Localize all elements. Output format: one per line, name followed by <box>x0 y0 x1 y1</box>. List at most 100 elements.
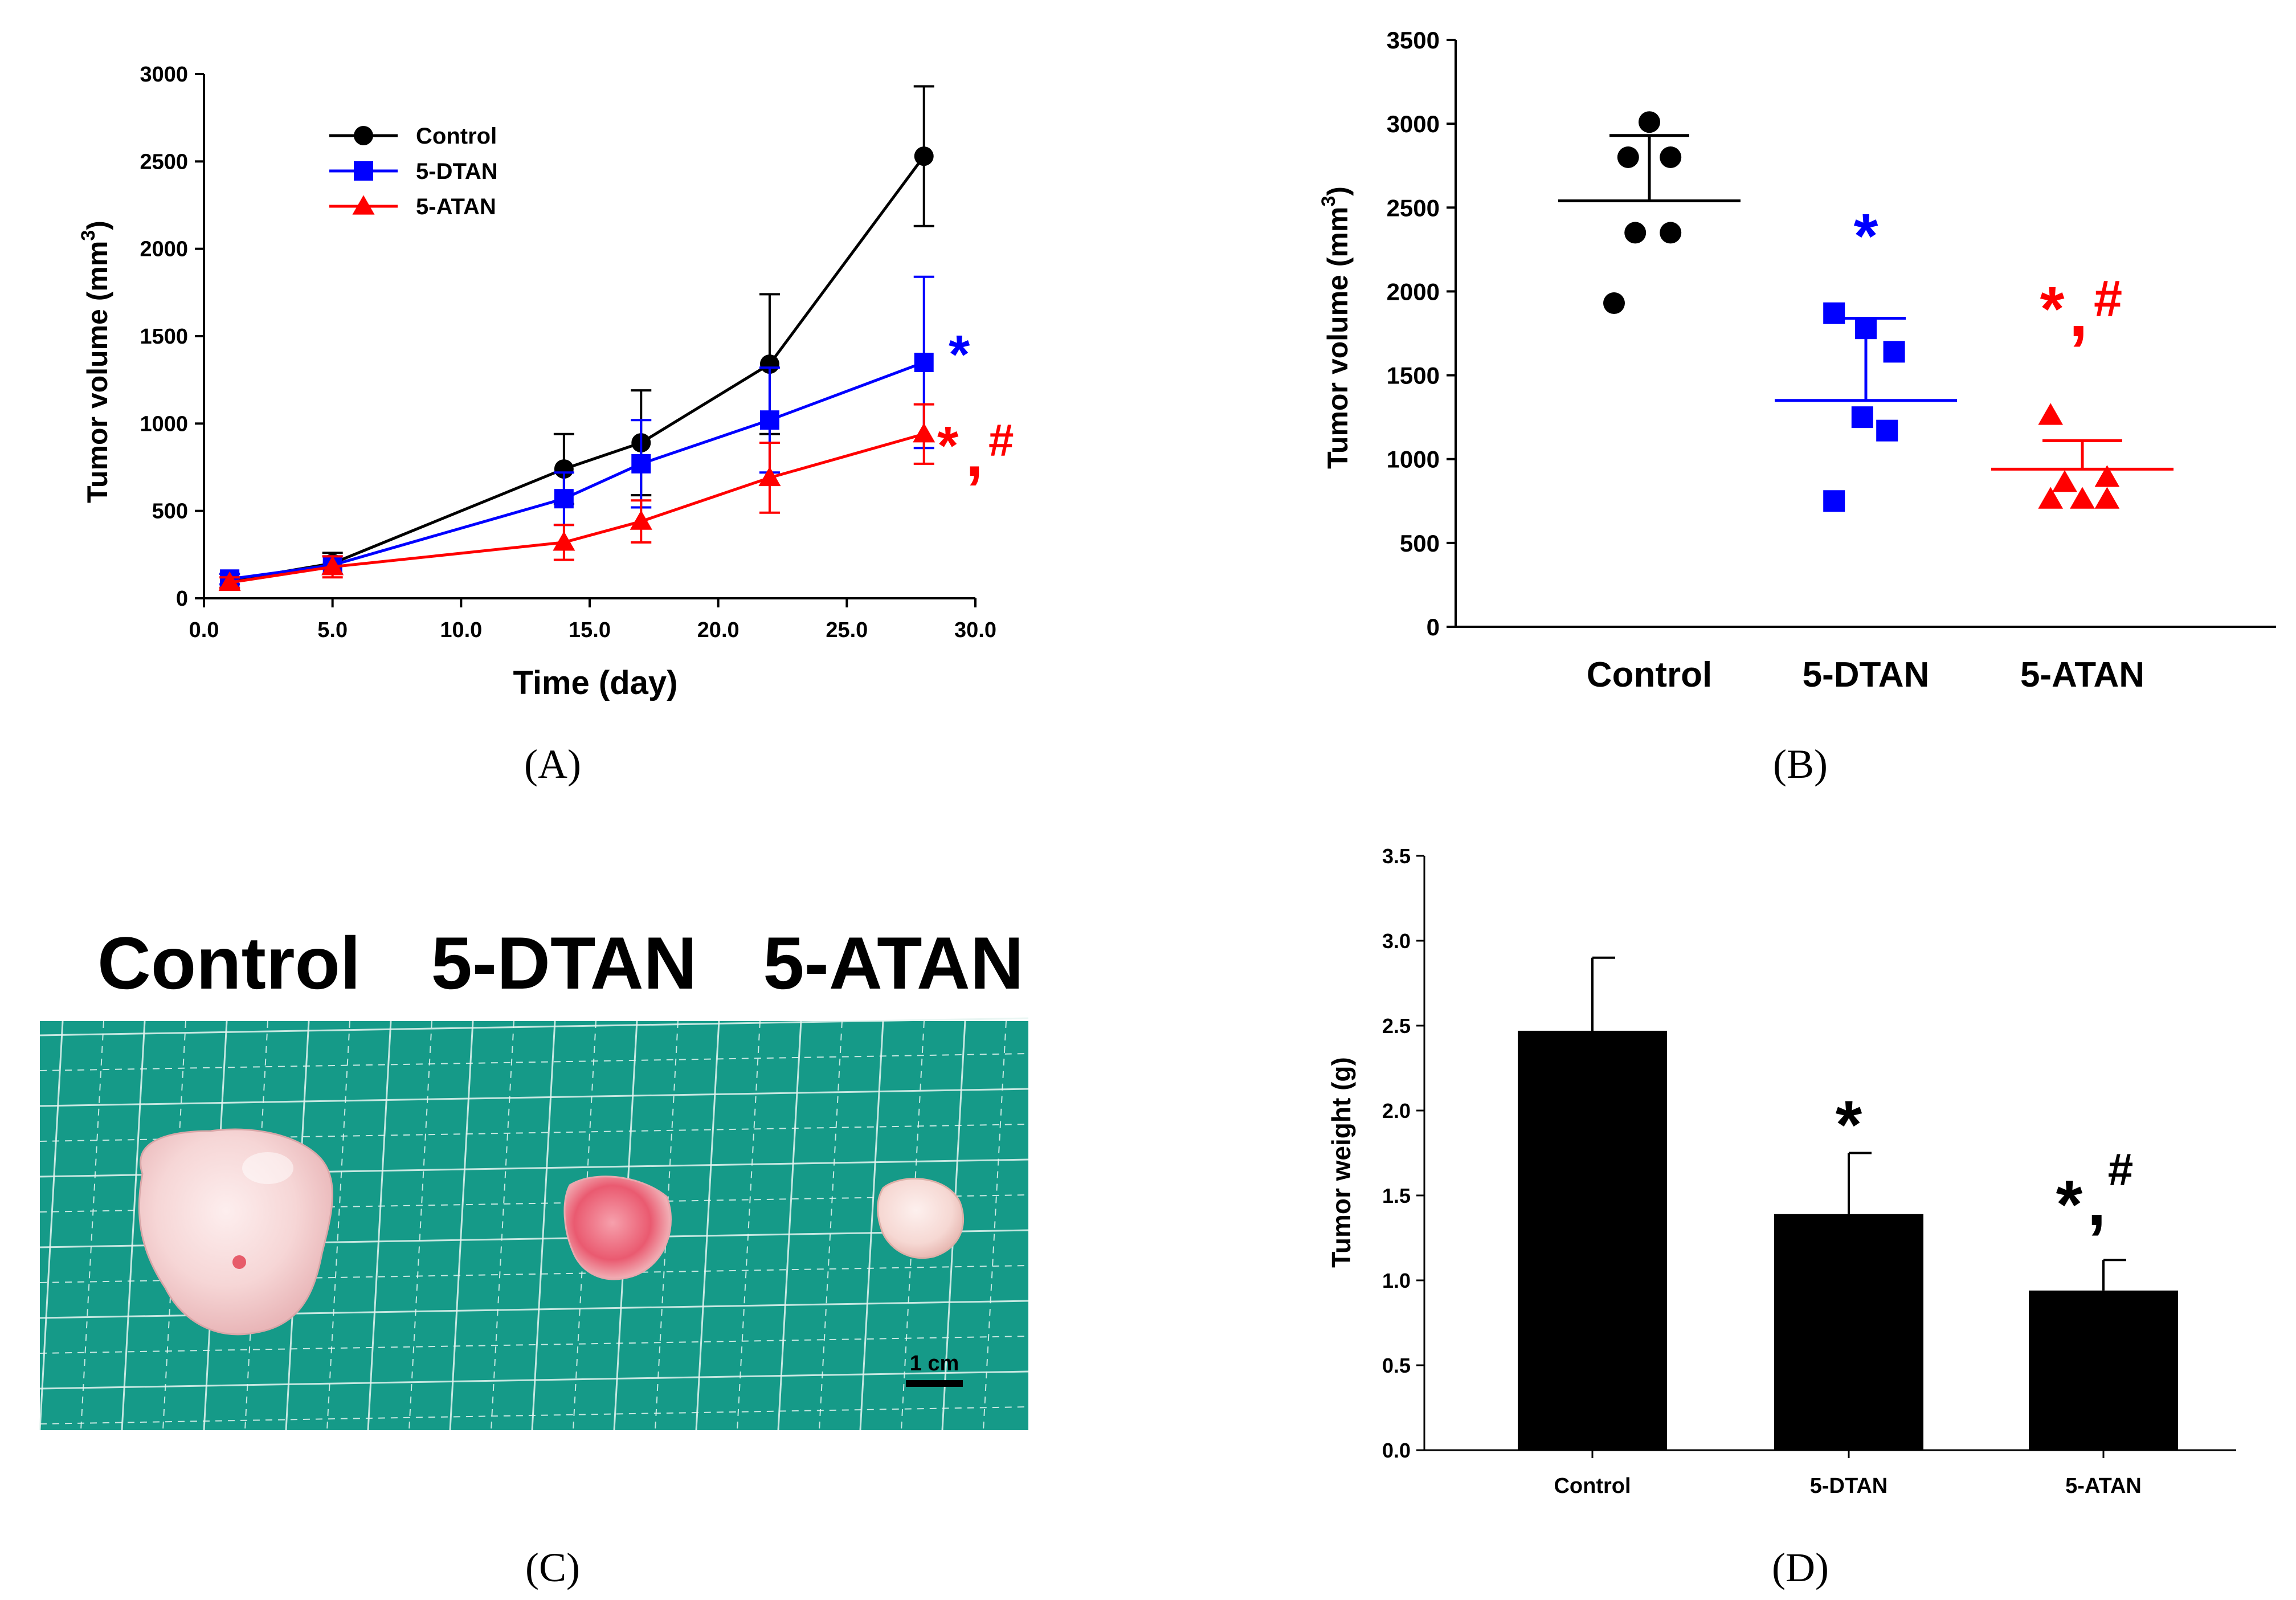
grid-line-vertical <box>491 1021 514 1431</box>
x-category-label: Control <box>1587 655 1712 695</box>
data-point <box>2052 470 2077 492</box>
tumor-control <box>138 1128 333 1336</box>
panel-b-axes <box>1455 40 2276 628</box>
panel-d-annotations: * * # , <box>1836 1087 2134 1243</box>
grid-line-vertical <box>449 1021 474 1431</box>
y-tick-label: 2500 <box>140 150 188 174</box>
data-point <box>1883 341 1905 363</box>
legend-label: 5-ATAN <box>416 194 496 219</box>
y-tick-label: 1.0 <box>1382 1269 1411 1292</box>
x-category-label: Control <box>1554 1474 1631 1498</box>
tumor-5-dtan <box>563 1175 672 1280</box>
x-tick-label: 10.0 <box>440 618 482 642</box>
series-5-dtan <box>219 275 934 589</box>
panel-b-label: (B) <box>1773 741 1828 787</box>
panel-a-x-axis-title: Time (day) <box>513 664 677 701</box>
y-tick-label: 1.5 <box>1382 1184 1411 1207</box>
data-point <box>759 354 779 374</box>
y-tick-label: 1500 <box>140 325 188 349</box>
x-tick-label: 20.0 <box>697 618 740 642</box>
annotation-comma: , <box>2087 1164 2106 1240</box>
y-tick-label: 2500 <box>1387 194 1440 221</box>
y-tick-label: 0.0 <box>1382 1439 1411 1462</box>
y-tick-label: 1000 <box>140 412 188 436</box>
annotation-asterisk: * <box>937 415 959 476</box>
data-point <box>553 531 575 551</box>
bar-group-5-dtan <box>1774 1152 1923 1450</box>
data-point <box>1876 419 1898 442</box>
annotation-comma: , <box>966 419 983 489</box>
data-point <box>1660 222 1682 244</box>
y-tick-label: 3.5 <box>1382 844 1411 868</box>
panel-d-bars <box>1518 956 2178 1450</box>
panel-a-y-axis-title: Tumor volume (mm3) <box>77 221 113 503</box>
grid-line-horizontal <box>39 1017 1029 1036</box>
y-tick-label: 2000 <box>1387 278 1440 305</box>
grid-line-vertical <box>819 1021 843 1431</box>
series-line <box>229 361 925 581</box>
grid-line-vertical <box>408 1021 432 1431</box>
grid-line-horizontal <box>39 1053 1029 1071</box>
series-line <box>229 432 925 584</box>
data-point <box>218 571 241 591</box>
x-tick-label: 0.0 <box>189 618 219 642</box>
grid-line-vertical <box>121 1021 146 1431</box>
panel-a-legend: Control 5-DTAN 5-ATAN <box>329 124 498 219</box>
annotation-hash: # <box>2108 1144 2134 1195</box>
panel-a-series <box>218 85 935 591</box>
grid-line-vertical <box>39 1021 64 1431</box>
panel-b-dot-plot: 0 500 1000 1500 2000 2500 3000 3500 Control 5-DTA… <box>1318 27 2276 787</box>
bar <box>1518 1030 1667 1450</box>
y-tick-label: 0.5 <box>1382 1354 1411 1377</box>
y-tick-label: 1000 <box>1387 446 1440 473</box>
data-point <box>1823 490 1845 512</box>
panel-a-annotations: * * # , <box>937 324 1014 489</box>
x-tick-label: 5.0 <box>317 618 348 642</box>
legend-marker <box>354 161 373 181</box>
tumor-photograph: 1 cm <box>39 1017 1029 1431</box>
data-point <box>1617 146 1639 168</box>
tumor-5-atan <box>877 1178 965 1259</box>
data-point <box>913 423 935 443</box>
x-tick-label: 15.0 <box>569 618 611 642</box>
series-line <box>229 155 925 582</box>
data-point <box>630 510 652 530</box>
data-point <box>2094 487 2120 509</box>
data-point <box>1660 146 1682 168</box>
grid-line-vertical <box>695 1021 720 1431</box>
series-5-atan <box>218 403 935 591</box>
y-tick-label: 2.0 <box>1382 1099 1411 1123</box>
scale-bar-label: 1 cm <box>910 1352 959 1375</box>
panel-c-tumor-photo: Control 5-DTAN 5-ATAN 1 cm (C) <box>39 921 1029 1590</box>
y-tick-label: 0 <box>1427 614 1440 640</box>
panel-a-label: (A) <box>524 741 581 787</box>
x-tick-label: 30.0 <box>954 618 996 642</box>
y-tick-label: 3500 <box>1387 27 1440 54</box>
bar <box>1774 1214 1923 1450</box>
panel-c-label: (C) <box>525 1545 580 1590</box>
tumor-control-highlight <box>242 1152 293 1184</box>
panel-d-label: (D) <box>1772 1545 1829 1590</box>
legend-label: Control <box>416 124 497 149</box>
panel-b-y-axis-title: Tumor volume (mm3) <box>1318 186 1354 469</box>
legend-label: 5-DTAN <box>416 159 498 184</box>
annotation-asterisk: * <box>2056 1166 2083 1243</box>
panel-a-ticks: 0.0 5.0 10.0 15.0 20.0 25.0 30.0 0 500 1000 1500 20… <box>140 63 996 642</box>
x-category-label: 5-DTAN <box>1803 655 1930 695</box>
bar <box>2029 1290 2178 1450</box>
group-5-dtan <box>1775 302 1957 512</box>
data-point <box>914 146 934 166</box>
annotation-comma: , <box>2069 275 2087 351</box>
x-category-label: 5-ATAN <box>2065 1474 2142 1498</box>
panel-b-annotations: * * # , <box>1854 201 2122 351</box>
data-point <box>1603 292 1625 315</box>
grid-line-horizontal <box>39 1336 1029 1354</box>
y-tick-label: 3000 <box>140 63 188 87</box>
grid-line-vertical <box>367 1021 392 1431</box>
annotation-asterisk: * <box>1854 201 1878 271</box>
panel-d-bar-chart: 0.0 0.5 1.0 1.5 2.0 2.5 3.0 3.5 Control 5-DTAN 5-A… <box>1326 844 2236 1590</box>
grid-line-vertical <box>859 1021 884 1431</box>
photo-title-5-atan: 5-ATAN <box>763 921 1023 1005</box>
x-tick-label: 25.0 <box>826 618 868 642</box>
